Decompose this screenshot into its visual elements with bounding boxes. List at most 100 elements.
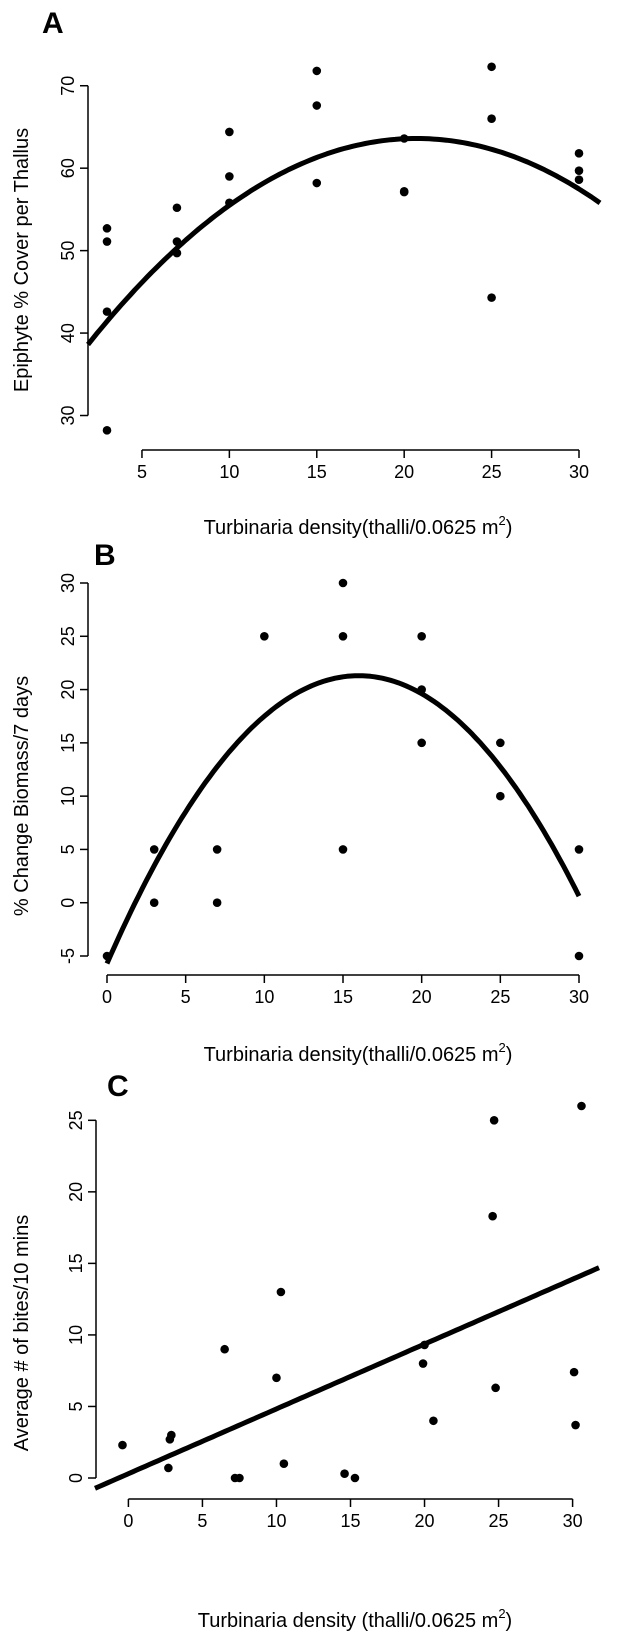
data-point-a: [574, 175, 584, 185]
data-point-b: [496, 738, 505, 748]
x-tick-label-b: 5: [181, 987, 191, 1007]
data-point-c: [235, 1473, 244, 1483]
y-tick-label-c: 25: [66, 1110, 86, 1130]
fit-line-c: [94, 1265, 600, 1491]
y-tick-label-b: -5: [58, 948, 78, 964]
data-point-b: [260, 631, 269, 641]
data-point-b: [574, 845, 584, 854]
data-point-a: [225, 127, 234, 137]
data-point-a: [172, 248, 182, 258]
data-point-c: [491, 1383, 500, 1393]
data-point-a: [312, 101, 322, 110]
data-point-b: [102, 951, 112, 961]
y-tick-label-b: 5: [58, 844, 78, 854]
y-axis-label-c: Average # of bites/10 mins: [11, 1215, 33, 1451]
data-point-c: [276, 1287, 286, 1297]
points-b: [102, 578, 584, 965]
x-tick-label-a: 30: [569, 462, 589, 482]
data-point-b: [417, 685, 426, 694]
points-c: [94, 1101, 600, 1491]
y-tick-label-b: 15: [58, 733, 78, 753]
x-tick-label-c: 10: [266, 1511, 286, 1531]
data-point-c: [118, 1440, 127, 1450]
y-tick-label-c: 20: [66, 1182, 86, 1202]
data-point-a: [102, 426, 112, 435]
data-point-c: [272, 1373, 281, 1383]
x-tick-label-c: 30: [563, 1511, 583, 1531]
y-tick-label-a: 30: [58, 405, 78, 425]
x-tick-label-b: 20: [412, 987, 432, 1007]
y-tick-label-b: 30: [58, 573, 78, 593]
y-tick-label-a: 50: [58, 241, 78, 261]
data-point-a: [487, 62, 496, 72]
data-point-a: [574, 166, 584, 175]
axes-a: 5 10 15 20 25 30 30 40 50 60 70: [58, 76, 589, 482]
data-point-b: [417, 631, 426, 641]
y-tick-label-c: 15: [66, 1253, 86, 1273]
y-axis-label-a: Epiphyte % Cover per Thallus: [11, 128, 33, 392]
data-point-a: [399, 186, 409, 196]
x-tick-label-c: 0: [123, 1511, 133, 1531]
panel-label-a: A: [42, 7, 64, 40]
x-axis-label-b: Turbinaria density(thalli/0.0625 m2): [204, 1040, 513, 1066]
y-tick-label-b: 10: [58, 786, 78, 806]
data-point-b: [212, 898, 222, 908]
x-tick-label-b: 25: [490, 987, 510, 1007]
data-point-c: [488, 1211, 497, 1221]
data-point-a: [102, 307, 112, 316]
fit-line-b: [104, 673, 582, 965]
x-axis-label-a: Turbinaria density(thalli/0.0625 m2): [204, 513, 513, 539]
data-point-a: [172, 237, 182, 246]
x-tick-label-b: 10: [254, 987, 274, 1007]
x-tick-label-b: 0: [102, 987, 112, 1007]
data-point-a: [399, 134, 409, 143]
y-tick-label-b: 0: [58, 898, 78, 908]
x-tick-label-a: 5: [137, 462, 147, 482]
y-tick-label-c: 0: [66, 1473, 86, 1483]
x-tick-label-a: 15: [307, 462, 327, 482]
data-point-a: [312, 66, 322, 76]
data-point-b: [149, 898, 159, 908]
x-tick-label-c: 5: [197, 1511, 207, 1531]
x-axis-label-c: Turbinaria density (thalli/0.0625 m2): [198, 1606, 512, 1632]
data-point-a: [487, 114, 496, 124]
data-point-c: [420, 1340, 429, 1350]
y-axis-label-b: % Change Biomass/7 days: [11, 676, 33, 916]
x-tick-label-a: 25: [482, 462, 502, 482]
panel-b: B 0 5 10 15 20 25 30 -5 0 5 10 15 20 25 30 Turbinaria …: [11, 539, 589, 1066]
data-point-a: [312, 178, 322, 188]
data-point-a: [487, 293, 496, 302]
data-point-b: [574, 951, 584, 961]
panel-label-b: B: [94, 539, 116, 572]
points-a: [86, 62, 602, 435]
fit-line-a: [86, 136, 602, 347]
y-tick-label-a: 70: [58, 76, 78, 96]
x-tick-label-c: 25: [489, 1511, 509, 1531]
data-point-c: [279, 1459, 289, 1468]
data-point-c: [164, 1463, 173, 1473]
data-point-b: [338, 631, 348, 641]
data-point-c: [577, 1101, 586, 1111]
data-point-b: [338, 578, 348, 588]
data-point-c: [489, 1116, 499, 1125]
data-point-c: [418, 1359, 428, 1368]
x-tick-label-b: 15: [333, 987, 353, 1007]
y-tick-label-b: 20: [58, 680, 78, 700]
x-tick-label-b: 30: [569, 987, 589, 1007]
data-point-c: [350, 1473, 360, 1483]
data-point-c: [220, 1344, 229, 1354]
x-tick-label-c: 15: [340, 1511, 360, 1531]
data-point-a: [102, 224, 112, 233]
data-point-b: [149, 845, 159, 854]
data-point-a: [102, 237, 112, 246]
data-point-c: [167, 1430, 176, 1440]
data-point-c: [569, 1367, 579, 1377]
data-point-a: [225, 172, 234, 181]
x-tick-label-a: 10: [219, 462, 239, 482]
data-point-c: [340, 1469, 349, 1479]
y-tick-label-a: 60: [58, 158, 78, 178]
axes-b: 0 5 10 15 20 25 30 -5 0 5 10 15 20 25 30: [58, 573, 589, 1007]
data-point-a: [574, 149, 584, 158]
panel-c: C 0 5 10 15 20 25 30 0 5 10 15 20 25 Turbinaria dens…: [11, 1070, 600, 1632]
